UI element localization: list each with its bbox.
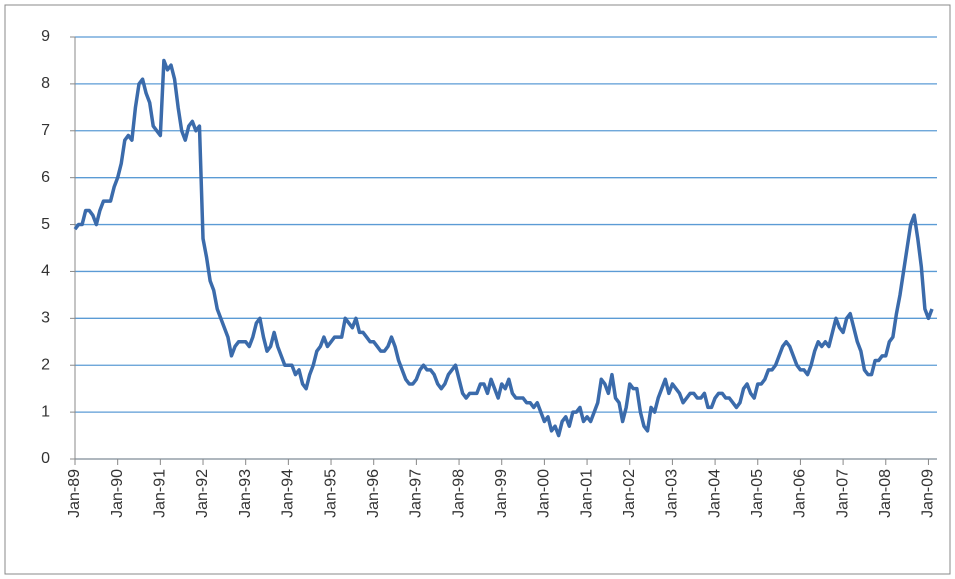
x-tick-label: Jan-94 <box>280 469 297 518</box>
y-tick-label: 4 <box>41 263 50 280</box>
x-tick-label: Jan-92 <box>194 469 211 518</box>
y-tick-label: 8 <box>41 75 50 92</box>
x-tick-label: Jan-01 <box>578 469 595 518</box>
x-tick-label: Jan-95 <box>322 469 339 518</box>
x-tick-label: Jan-03 <box>664 469 681 518</box>
x-tick-label: Jan-93 <box>237 469 254 518</box>
x-tick-label: Jan-06 <box>792 469 809 518</box>
y-tick-label: 9 <box>41 28 50 45</box>
x-tick-label: Jan-90 <box>109 469 126 518</box>
y-tick-label: 3 <box>41 310 50 327</box>
y-tick-label: 5 <box>41 216 50 233</box>
x-tick-label: Jan-00 <box>536 469 553 518</box>
x-tick-label: Jan-97 <box>408 469 425 518</box>
x-tick-label: Jan-07 <box>834 469 851 518</box>
x-tick-label: Jan-91 <box>152 469 169 518</box>
y-tick-label: 6 <box>41 169 50 186</box>
line <box>73 58 934 438</box>
y-tick-label: 0 <box>41 450 50 467</box>
x-tick-label: Jan-04 <box>706 469 723 518</box>
x-tick-label: Jan-05 <box>749 469 766 518</box>
x-tick-label: Jan-89 <box>66 469 83 518</box>
x-tick-label: Jan-08 <box>877 469 894 518</box>
y-tick-label: 1 <box>41 403 50 420</box>
x-tick-label: Jan-02 <box>621 469 638 518</box>
x-tick-label: Jan-98 <box>450 469 467 518</box>
x-tick-label: Jan-96 <box>365 469 382 518</box>
x-tick-label: Jan-09 <box>920 469 937 518</box>
y-tick-label: 7 <box>41 122 50 139</box>
x-tick-label: Jan-99 <box>493 469 510 518</box>
y-tick-label: 2 <box>41 356 50 373</box>
